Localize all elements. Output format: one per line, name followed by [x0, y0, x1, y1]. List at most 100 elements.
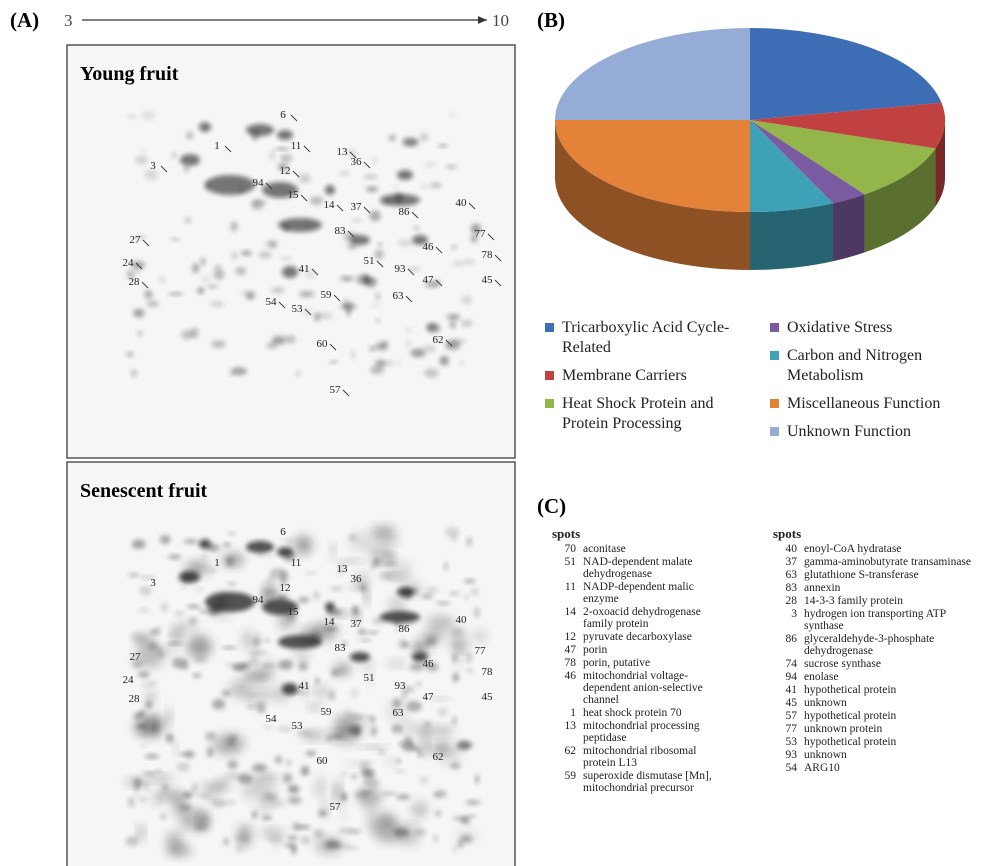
gel-spot: [241, 784, 261, 800]
legend-text: Oxidative Stress: [787, 318, 987, 338]
gel-spot: [404, 736, 412, 745]
gel-spot: [452, 339, 467, 344]
gel-spot: [450, 631, 467, 648]
gel-spot: [137, 331, 142, 336]
gel-spot: [292, 822, 301, 830]
gel-spot: [434, 835, 438, 843]
gel-spot: [264, 773, 276, 778]
gel-spot: [180, 571, 200, 583]
gel-spot: [276, 147, 290, 150]
gel-spot: [432, 726, 453, 736]
gel-spot: [298, 597, 310, 603]
legend-swatch: [770, 399, 779, 408]
gel-spot: [314, 783, 326, 796]
gel-spot: [246, 293, 255, 300]
protein-name: mitochondrial processing peptidase: [583, 720, 727, 744]
gel-spot: [261, 828, 286, 837]
protein-name: annexin: [804, 582, 988, 594]
gel-spot: [264, 639, 270, 643]
spot-label: 40: [456, 197, 468, 209]
gel-spot: [369, 346, 375, 351]
gel-spot: [281, 538, 293, 541]
gel-spot: [153, 797, 165, 807]
gel-spot: [217, 778, 230, 790]
table-row: 63glutathione S-transferase: [773, 569, 988, 581]
gel-spot: [349, 829, 361, 834]
spot-number: 70: [552, 543, 583, 555]
gel-spot: [196, 793, 210, 797]
spot-label: 59: [321, 289, 333, 301]
spot-label: 62: [433, 751, 444, 763]
gel-spot: [201, 276, 212, 283]
gel-spot: [341, 772, 346, 777]
spot-label: 51: [364, 255, 375, 267]
protein-name: enolase: [804, 671, 988, 683]
gel-spot: [325, 185, 335, 195]
gel-spot: [374, 249, 383, 259]
protein-name: ARG10: [804, 762, 988, 774]
gel-spot: [352, 605, 358, 615]
gel-spot: [438, 144, 448, 147]
gel-spot: [277, 130, 293, 140]
spot-label: 78: [482, 249, 494, 261]
gel-spot: [197, 287, 204, 294]
gel-spot: [182, 791, 193, 798]
gel-spot: [168, 292, 183, 295]
gel-spot: [397, 587, 413, 597]
gel-spot: [433, 793, 440, 797]
gel-spot: [299, 291, 314, 297]
gel-spot: [284, 335, 296, 343]
spot-label: 28: [129, 693, 141, 705]
gel-spot: [282, 683, 298, 695]
spot-label: 59: [321, 706, 333, 718]
gel-frame: [67, 45, 515, 458]
gel-spot: [350, 652, 370, 662]
spot-label: 14: [324, 616, 336, 628]
spot-label: 3: [150, 577, 156, 589]
gel-spot: [211, 616, 233, 621]
spot-number: 59: [552, 770, 583, 794]
gel-spot: [435, 810, 441, 817]
gel-spot: [234, 835, 250, 842]
spot-label: 63: [393, 290, 405, 302]
gel-spot: [364, 274, 370, 284]
gel-spot: [145, 754, 159, 758]
legend-text: Heat Shock Protein and Protein Processin…: [562, 394, 762, 434]
spot-number: 51: [552, 556, 583, 580]
gel-spot: [351, 350, 355, 360]
gel-spot: [452, 815, 466, 821]
gel-spot: [222, 553, 244, 567]
spot-label: 1: [214, 140, 220, 152]
spot-label: 3: [150, 160, 156, 172]
gel-spot: [156, 769, 162, 772]
gel-spot: [252, 638, 261, 648]
gel-spot: [126, 836, 139, 846]
legend-swatch: [770, 323, 779, 332]
protein-name: hypothetical protein: [804, 684, 988, 696]
column-header: spots: [773, 528, 988, 540]
spot-label: 57: [330, 384, 342, 396]
gel-spot: [195, 587, 204, 591]
gel-spot: [141, 110, 155, 120]
gel-spot: [404, 718, 413, 737]
gel-spot: [183, 539, 198, 544]
legend-item: Membrane Carriers: [545, 366, 770, 386]
gel-spot: [424, 162, 437, 166]
gel-spot: [225, 663, 235, 667]
gel-spot: [272, 336, 285, 345]
spot-label: 12: [280, 582, 291, 594]
gel-spot: [433, 697, 449, 700]
gel-spot: [263, 242, 268, 246]
gel-spot: [266, 555, 275, 558]
figure: (A) 3 10 Young fruit61111336312941514378…: [0, 0, 1001, 866]
gel-spot: [422, 632, 442, 643]
gel-spot: [471, 587, 479, 595]
gel-spot: [295, 543, 311, 558]
gel-spot: [467, 537, 472, 546]
protein-name: unknown protein: [804, 723, 988, 735]
legend-swatch: [770, 427, 779, 436]
gel-spot: [417, 751, 421, 757]
gel-spot: [301, 835, 311, 844]
spot-label: 41: [299, 680, 310, 692]
gel-spot: [299, 174, 311, 183]
